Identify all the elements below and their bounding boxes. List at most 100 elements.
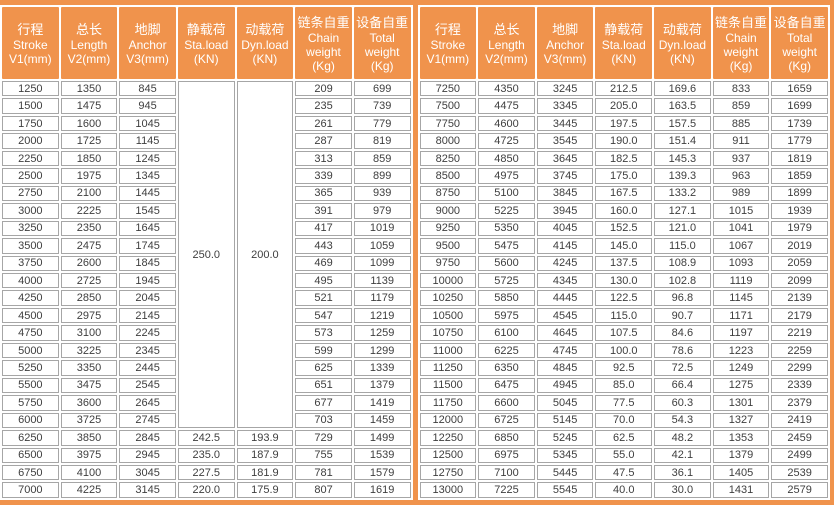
left-anchor-cell: 1445 (119, 185, 176, 202)
left-length-cell: 4100 (60, 464, 118, 481)
right-chain-weight-cell: 937 (712, 150, 770, 167)
right-stroke-cell: 11500 (419, 377, 477, 394)
header-sta-load: 静载荷 Sta.load (KN) (595, 7, 653, 79)
left-table-row: 5000 3225 2345 599 1299 (2, 342, 411, 359)
right-sta-load-cell: 182.5 (595, 150, 653, 167)
right-dyn-load-cell: 84.6 (654, 325, 711, 341)
right-total-weight-cell: 2139 (771, 290, 828, 306)
left-total-weight-cell: 1099 (353, 255, 411, 271)
left-chain-weight-cell: 755 (295, 447, 352, 463)
left-table-row: 5750 3600 2645 677 1419 (2, 395, 411, 411)
right-table-row: 8000 4725 3545 190.0 151.4 911 1779 (419, 133, 828, 149)
right-total-weight-cell: 1859 (771, 168, 828, 184)
right-anchor-cell: 5345 (536, 447, 594, 463)
left-table-row: 7000 4225 3145 220.0 175.9 807 1619 (2, 482, 411, 498)
left-anchor-cell: 2145 (119, 307, 176, 324)
right-dyn-load-cell: 108.9 (654, 255, 711, 271)
left-stroke-cell: 2250 (2, 150, 59, 167)
left-dyn-load-cell: 200.0 (236, 81, 294, 429)
right-chain-weight-cell: 1015 (712, 203, 770, 219)
right-total-weight-cell: 1659 (771, 81, 828, 97)
right-length-cell: 6975 (478, 447, 535, 463)
left-total-weight-cell: 1259 (353, 325, 411, 341)
right-table-row: 9500 5475 4145 145.0 115.0 1067 2019 (419, 238, 828, 254)
right-anchor-cell: 3245 (536, 81, 594, 97)
left-sta-load-cell: 235.0 (177, 447, 235, 463)
right-length-cell: 4600 (478, 115, 535, 132)
right-chain-weight-cell: 859 (712, 98, 770, 114)
right-dyn-load-cell: 72.5 (654, 360, 711, 376)
right-anchor-cell: 3545 (536, 133, 594, 149)
left-table-row: 1250 1350 845 250.0 200.0 209 699 (2, 81, 411, 429)
right-anchor-cell: 3945 (536, 203, 594, 219)
left-stroke-cell: 3500 (2, 238, 59, 254)
left-length-cell: 3350 (60, 360, 118, 376)
right-sta-load-cell: 130.0 (595, 272, 653, 289)
left-total-weight-cell: 1179 (353, 290, 411, 306)
right-stroke-cell: 7750 (419, 115, 477, 132)
right-stroke-cell: 7500 (419, 98, 477, 114)
right-dyn-load-cell: 54.3 (654, 412, 711, 429)
left-chain-weight-cell: 599 (295, 342, 352, 359)
left-length-cell: 1975 (60, 168, 118, 184)
right-length-cell: 5850 (478, 290, 535, 306)
right-length-cell: 5350 (478, 220, 535, 237)
right-sta-load-cell: 92.5 (595, 360, 653, 376)
left-stroke-cell: 5000 (2, 342, 59, 359)
left-dyn-load-cell: 175.9 (236, 482, 294, 498)
left-anchor-cell: 1045 (119, 115, 176, 132)
left-length-cell: 2850 (60, 290, 118, 306)
right-sta-load-cell: 100.0 (595, 342, 653, 359)
right-stroke-cell: 12500 (419, 447, 477, 463)
left-stroke-cell: 6500 (2, 447, 59, 463)
table-area: 行程 Stroke V1(mm) 总长 Length V2(mm) 地脚 Anchor V3(m… (0, 5, 834, 500)
right-total-weight-cell: 1739 (771, 115, 828, 132)
left-table-row: 6500 3975 2945 235.0 187.9 755 1539 (2, 447, 411, 463)
right-sta-load-cell: 62.5 (595, 430, 653, 446)
right-table-row: 7750 4600 3445 197.5 157.5 885 1739 (419, 115, 828, 132)
right-sta-load-cell: 47.5 (595, 464, 653, 481)
left-anchor-cell: 2545 (119, 377, 176, 394)
left-chain-weight-cell: 495 (295, 272, 352, 289)
right-sta-load-cell: 160.0 (595, 203, 653, 219)
left-chain-weight-cell: 417 (295, 220, 352, 237)
right-dyn-load-cell: 157.5 (654, 115, 711, 132)
right-chain-weight-cell: 1145 (712, 290, 770, 306)
right-total-weight-cell: 2099 (771, 272, 828, 289)
right-anchor-cell: 4145 (536, 238, 594, 254)
right-stroke-cell: 9000 (419, 203, 477, 219)
right-table-row: 7250 4350 3245 212.5 169.6 833 1659 (419, 81, 828, 97)
right-total-weight-cell: 1899 (771, 185, 828, 202)
header-sta-load: 静载荷 Sta.load (KN) (177, 7, 235, 79)
right-total-weight-cell: 2219 (771, 325, 828, 341)
left-length-cell: 2100 (60, 185, 118, 202)
right-length-cell: 5975 (478, 307, 535, 324)
header-anchor: 地脚 Anchor V3(mm) (536, 7, 594, 79)
right-dyn-load-cell: 145.3 (654, 150, 711, 167)
right-total-weight-cell: 2419 (771, 412, 828, 429)
right-anchor-cell: 3645 (536, 150, 594, 167)
right-chain-weight-cell: 989 (712, 185, 770, 202)
left-chain-weight-cell: 209 (295, 81, 352, 97)
right-chain-weight-cell: 1119 (712, 272, 770, 289)
right-dyn-load-cell: 96.8 (654, 290, 711, 306)
top-border-bar (0, 0, 834, 5)
right-table-row: 11000 6225 4745 100.0 78.6 1223 2259 (419, 342, 828, 359)
right-length-cell: 5225 (478, 203, 535, 219)
right-stroke-cell: 10750 (419, 325, 477, 341)
left-table-row: 3500 2475 1745 443 1059 (2, 238, 411, 254)
left-length-cell: 1475 (60, 98, 118, 114)
bottom-border-bar (0, 500, 834, 505)
left-table-row: 4750 3100 2245 573 1259 (2, 325, 411, 341)
right-total-weight-cell: 1699 (771, 98, 828, 114)
right-anchor-cell: 4945 (536, 377, 594, 394)
left-table-row: 2250 1850 1245 313 859 (2, 150, 411, 167)
left-total-weight-cell: 859 (353, 150, 411, 167)
left-anchor-cell: 1945 (119, 272, 176, 289)
left-table-header: 行程 Stroke V1(mm) 总长 Length V2(mm) 地脚 Anchor V3(m… (2, 7, 411, 79)
left-length-cell: 1350 (60, 81, 118, 97)
left-chain-weight-cell: 729 (295, 430, 352, 446)
right-total-weight-cell: 1979 (771, 220, 828, 237)
left-total-weight-cell: 939 (353, 185, 411, 202)
left-total-weight-cell: 1059 (353, 238, 411, 254)
